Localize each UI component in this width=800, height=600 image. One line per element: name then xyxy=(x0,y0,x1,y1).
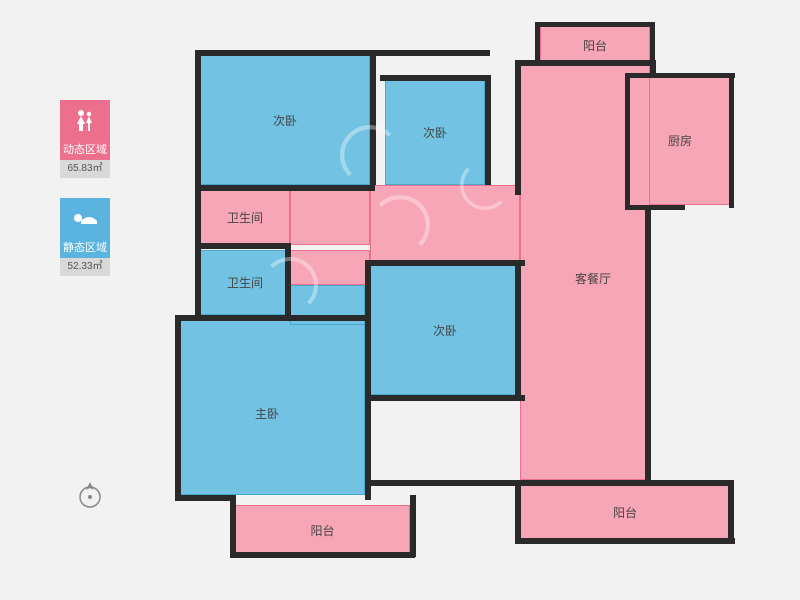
legend-static-value: 52.33㎡ xyxy=(60,258,110,276)
wall-segment xyxy=(370,480,655,486)
legend-dynamic-label: 动态区域 xyxy=(60,140,110,160)
wall-segment xyxy=(728,480,734,542)
room-bath_1: 卫生间 xyxy=(200,190,290,245)
wall-segment xyxy=(485,75,491,185)
wall-segment xyxy=(230,552,415,558)
wall-segment xyxy=(365,260,371,500)
wall-segment xyxy=(380,75,490,81)
legend-static-label: 静态区域 xyxy=(60,238,110,258)
compass-icon xyxy=(75,480,105,510)
room-second_bed_2: 次卧 xyxy=(385,80,485,185)
wall-segment xyxy=(535,22,540,65)
wall-segment xyxy=(195,50,490,56)
wall-segment xyxy=(195,315,370,321)
sleep-icon xyxy=(60,198,110,238)
wall-segment xyxy=(645,210,651,485)
wall-segment xyxy=(729,73,734,208)
wall-segment xyxy=(175,495,230,501)
wall-segment xyxy=(365,395,525,401)
legend-static: 静态区域 52.33㎡ xyxy=(60,198,110,276)
wall-segment xyxy=(230,495,236,557)
wall-segment xyxy=(625,73,735,78)
wall-segment xyxy=(370,50,376,185)
floorplan: 阳台厨房次卧次卧卫生间卫生间次卧阳台阳台客餐厅主卧 xyxy=(170,25,750,580)
legend-dynamic: 动态区域 65.83㎡ xyxy=(60,100,110,178)
wall-segment xyxy=(625,205,685,210)
wall-segment xyxy=(515,260,521,400)
wall-segment xyxy=(175,315,200,321)
room-label: 主卧 xyxy=(255,405,279,422)
wall-segment xyxy=(175,315,181,500)
legend-dynamic-value: 65.83㎡ xyxy=(60,160,110,178)
room-hall_left xyxy=(290,190,370,245)
room-balcony_br: 阳台 xyxy=(520,485,730,540)
wall-segment xyxy=(651,480,734,486)
wall-segment xyxy=(410,495,416,557)
wall-segment xyxy=(195,243,290,249)
room-balcony_top: 阳台 xyxy=(540,25,650,65)
wall-segment xyxy=(195,185,201,320)
wall-segment xyxy=(515,538,735,544)
wall-segment xyxy=(535,22,655,27)
wall-segment xyxy=(515,60,521,195)
wall-segment xyxy=(515,480,521,542)
wall-segment xyxy=(650,22,655,65)
wall-segment xyxy=(195,50,201,190)
room-balcony_bl: 阳台 xyxy=(235,505,410,555)
room-label: 客餐厅 xyxy=(575,270,611,287)
wall-segment xyxy=(195,185,375,191)
wall-segment xyxy=(625,73,630,208)
people-icon xyxy=(60,100,110,140)
wall-segment xyxy=(365,260,525,266)
legend: 动态区域 65.83㎡ 静态区域 52.33㎡ xyxy=(60,100,110,296)
room-second_bed_3: 次卧 xyxy=(370,265,520,395)
